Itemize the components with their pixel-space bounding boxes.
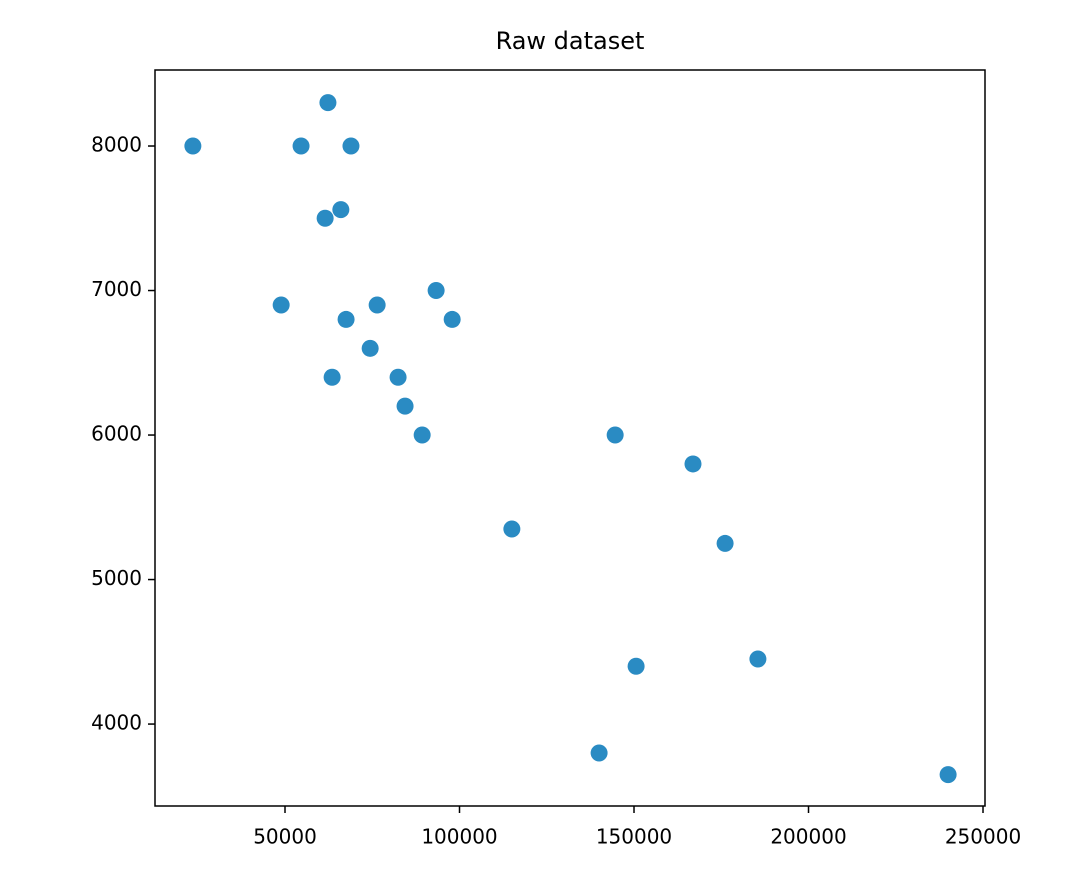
x-tick-label: 250000: [945, 825, 1021, 849]
x-tick-label: 200000: [770, 825, 846, 849]
point: [361, 339, 379, 357]
point: [627, 657, 645, 675]
y-tick-label: 5000: [91, 566, 142, 590]
point: [272, 296, 290, 314]
point: [503, 520, 521, 538]
y-tick-label: 4000: [91, 711, 142, 735]
point: [716, 534, 734, 552]
plot-frame: [154, 69, 986, 807]
point: [292, 137, 310, 155]
point: [319, 94, 337, 112]
x-tick-label: 100000: [421, 825, 497, 849]
y-tick-label: 7000: [91, 277, 142, 301]
point: [606, 426, 624, 444]
point: [443, 310, 461, 328]
point: [368, 296, 386, 314]
point: [939, 766, 957, 784]
y-tick-label: 6000: [91, 422, 142, 446]
point: [684, 455, 702, 473]
chart-title: Raw dataset: [496, 27, 645, 55]
point: [184, 137, 202, 155]
point: [316, 209, 334, 227]
point: [342, 137, 360, 155]
point: [427, 282, 445, 300]
point: [749, 650, 767, 668]
point: [389, 368, 407, 386]
point: [590, 744, 608, 762]
point: [337, 310, 355, 328]
point: [332, 201, 350, 219]
x-tick-label: 50000: [253, 825, 317, 849]
point: [413, 426, 431, 444]
point: [396, 397, 414, 415]
x-tick-label: 150000: [596, 825, 672, 849]
y-tick-label: 8000: [91, 133, 142, 157]
point: [323, 368, 341, 386]
